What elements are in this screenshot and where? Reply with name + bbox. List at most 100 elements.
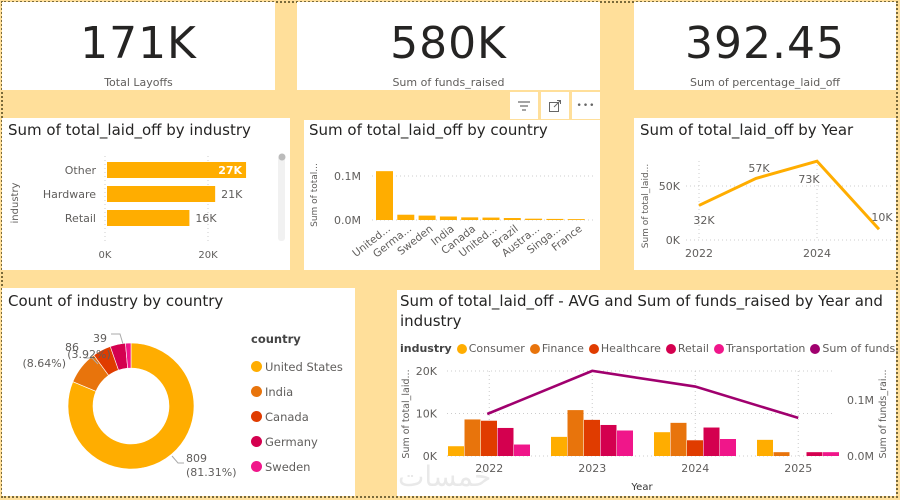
legend-marker [529,343,540,354]
bar-other [107,162,247,178]
legend-marker [251,386,262,397]
legend-item-sweden[interactable]: Sweden [251,454,343,479]
scrollbar-track [278,156,285,241]
bar-transportation-2022 [514,444,530,456]
industry-by-country-donut[interactable]: Count of industry by country 809 (81.31%)… [2,288,355,496]
y-axis-title: Sum of total_laid... [641,164,651,248]
category-label: Hardware [43,188,96,201]
bar-finance-2025 [773,452,790,456]
bar-retail-2023 [600,424,617,456]
kpi-value: 392.45 [685,18,845,69]
focus-mode-icon [549,99,561,112]
legend-label: Canada [265,409,309,424]
data-label: 21K [221,188,243,201]
bar-transportation-2023 [617,430,633,456]
industry-bar-chart[interactable]: Sum of total_laid_off by industry indust… [2,118,290,270]
legend-title: industry [400,342,452,355]
bar-6 [503,218,521,220]
layoffs-funds-combo-chart[interactable]: Sum of total_laid_off - AVG and Sum of f… [397,290,900,496]
legend-item-healthcare[interactable]: Healthcare [588,342,661,355]
donut-legend: country United States India Canada Germany S… [251,332,343,479]
kpi-card-funds-raised[interactable]: 580K Sum of funds_raised [297,2,600,90]
kpi-value: 171K [80,18,197,69]
category-label: Retail [65,212,96,225]
legend-item-consumer[interactable]: Consumer [456,342,525,355]
legend-label: Retail [677,342,709,355]
filter-icon [518,100,530,111]
legend-item-india[interactable]: India [251,379,343,404]
legend-item-transportation[interactable]: Transportation [713,342,805,355]
data-label-pct: (8.64%) [22,357,66,370]
data-label-pct: (3.92%) [67,348,111,361]
legend-item-canada[interactable]: Canada [251,404,343,429]
combo-chart-svg: Sum of total_laid... Sum of funds_rai... 0… [401,365,889,493]
bar-0 [376,171,393,220]
legend-label: United States [265,359,343,374]
donut-chart-svg: 809(81.31%) 86 (8.64%) 39 (3.92%) [22,332,237,479]
y-tick-label: 50K [659,180,681,193]
chart-title: Sum of total_laid_off by country [309,121,548,139]
bar-5 [482,217,500,220]
legend-label: Healthcare [600,342,661,355]
bar-healthcare-2023 [584,419,600,456]
legend-label: India [265,384,294,399]
data-label: 73K [798,173,820,186]
bar-retail-2024 [703,427,720,456]
legend-item-germany[interactable]: Germany [251,429,343,454]
legend-label: Sum of funds... [822,342,900,355]
filter-button[interactable] [510,92,538,119]
kpi-label: Sum of percentage_laid_off [689,76,841,89]
legend-item-sum-of-funds-[interactable]: Sum of funds... [810,342,900,355]
x-tick-label: 2025 [784,462,812,475]
bar-healthcare-2022 [481,420,497,456]
y-axis-title: Sum of total... [310,163,320,227]
leader-line [171,455,184,464]
legend-label: Finance [541,342,584,355]
data-label-value: 86 [65,341,79,354]
bar-transportation-2025 [823,452,839,456]
y-tick-label: 10K [416,408,438,421]
bar-finance-2024 [670,422,687,456]
legend-label: Sweden [265,459,311,474]
bar-healthcare-2024 [687,440,703,456]
focus-mode-button[interactable] [541,92,569,119]
bar-3 [439,216,457,220]
bar-4 [461,217,479,220]
legend-item-retail[interactable]: Retail [665,342,709,355]
y2-axis-title: Sum of funds_rai... [878,369,889,458]
more-options-icon: ••• [576,100,596,111]
leader-line [111,333,124,345]
legend-marker [456,343,467,354]
bar-7 [525,218,543,220]
kpi-card-total-layoffs[interactable]: 171K Total Layoffs [2,2,275,90]
bar-1 [397,214,415,220]
industry-chart-svg: industry 0K 20K Other 27K Hardware 21K Retail 16… [10,153,286,261]
legend-marker [251,461,262,472]
legend-item-united-states[interactable]: United States [251,354,343,379]
line-series-funds [486,369,799,420]
y-axis-title: Sum of total_laid... [401,369,412,458]
kpi-card-percentage-laid-off[interactable]: 392.45 Sum of percentage_laid_off [634,2,896,90]
bar-hardware [107,186,216,202]
data-label-pct: (81.31%) [186,466,237,479]
y-tick-label: 20K [416,365,438,378]
data-label-value: 809 [186,452,207,465]
x-tick-label: 2024 [803,247,831,260]
y2-tick-label: 0.0M [847,450,874,463]
scrollbar-thumb[interactable] [278,153,286,161]
legend-marker [588,343,599,354]
bar-8 [546,218,564,220]
donut-slice-sweden [125,342,132,369]
chart-title: Sum of total_laid_off - AVG and Sum of f… [400,292,883,330]
country-bar-chart[interactable]: Sum of total_laid_off by country Sum of … [304,120,600,270]
combo-legend: industry Consumer Finance Healthcare Retail… [400,342,900,355]
y-axis-title: industry [10,182,21,223]
leader-line [84,357,99,365]
legend-marker [251,411,262,422]
legend-item-finance[interactable]: Finance [529,342,584,355]
year-line-chart[interactable]: Sum of total_laid_off by Year Sum of tot… [634,118,896,270]
legend-marker [665,343,676,354]
bar-finance-2022 [464,419,481,456]
y-tick-label: 0.0M [334,214,361,227]
more-options-button[interactable]: ••• [572,92,600,119]
